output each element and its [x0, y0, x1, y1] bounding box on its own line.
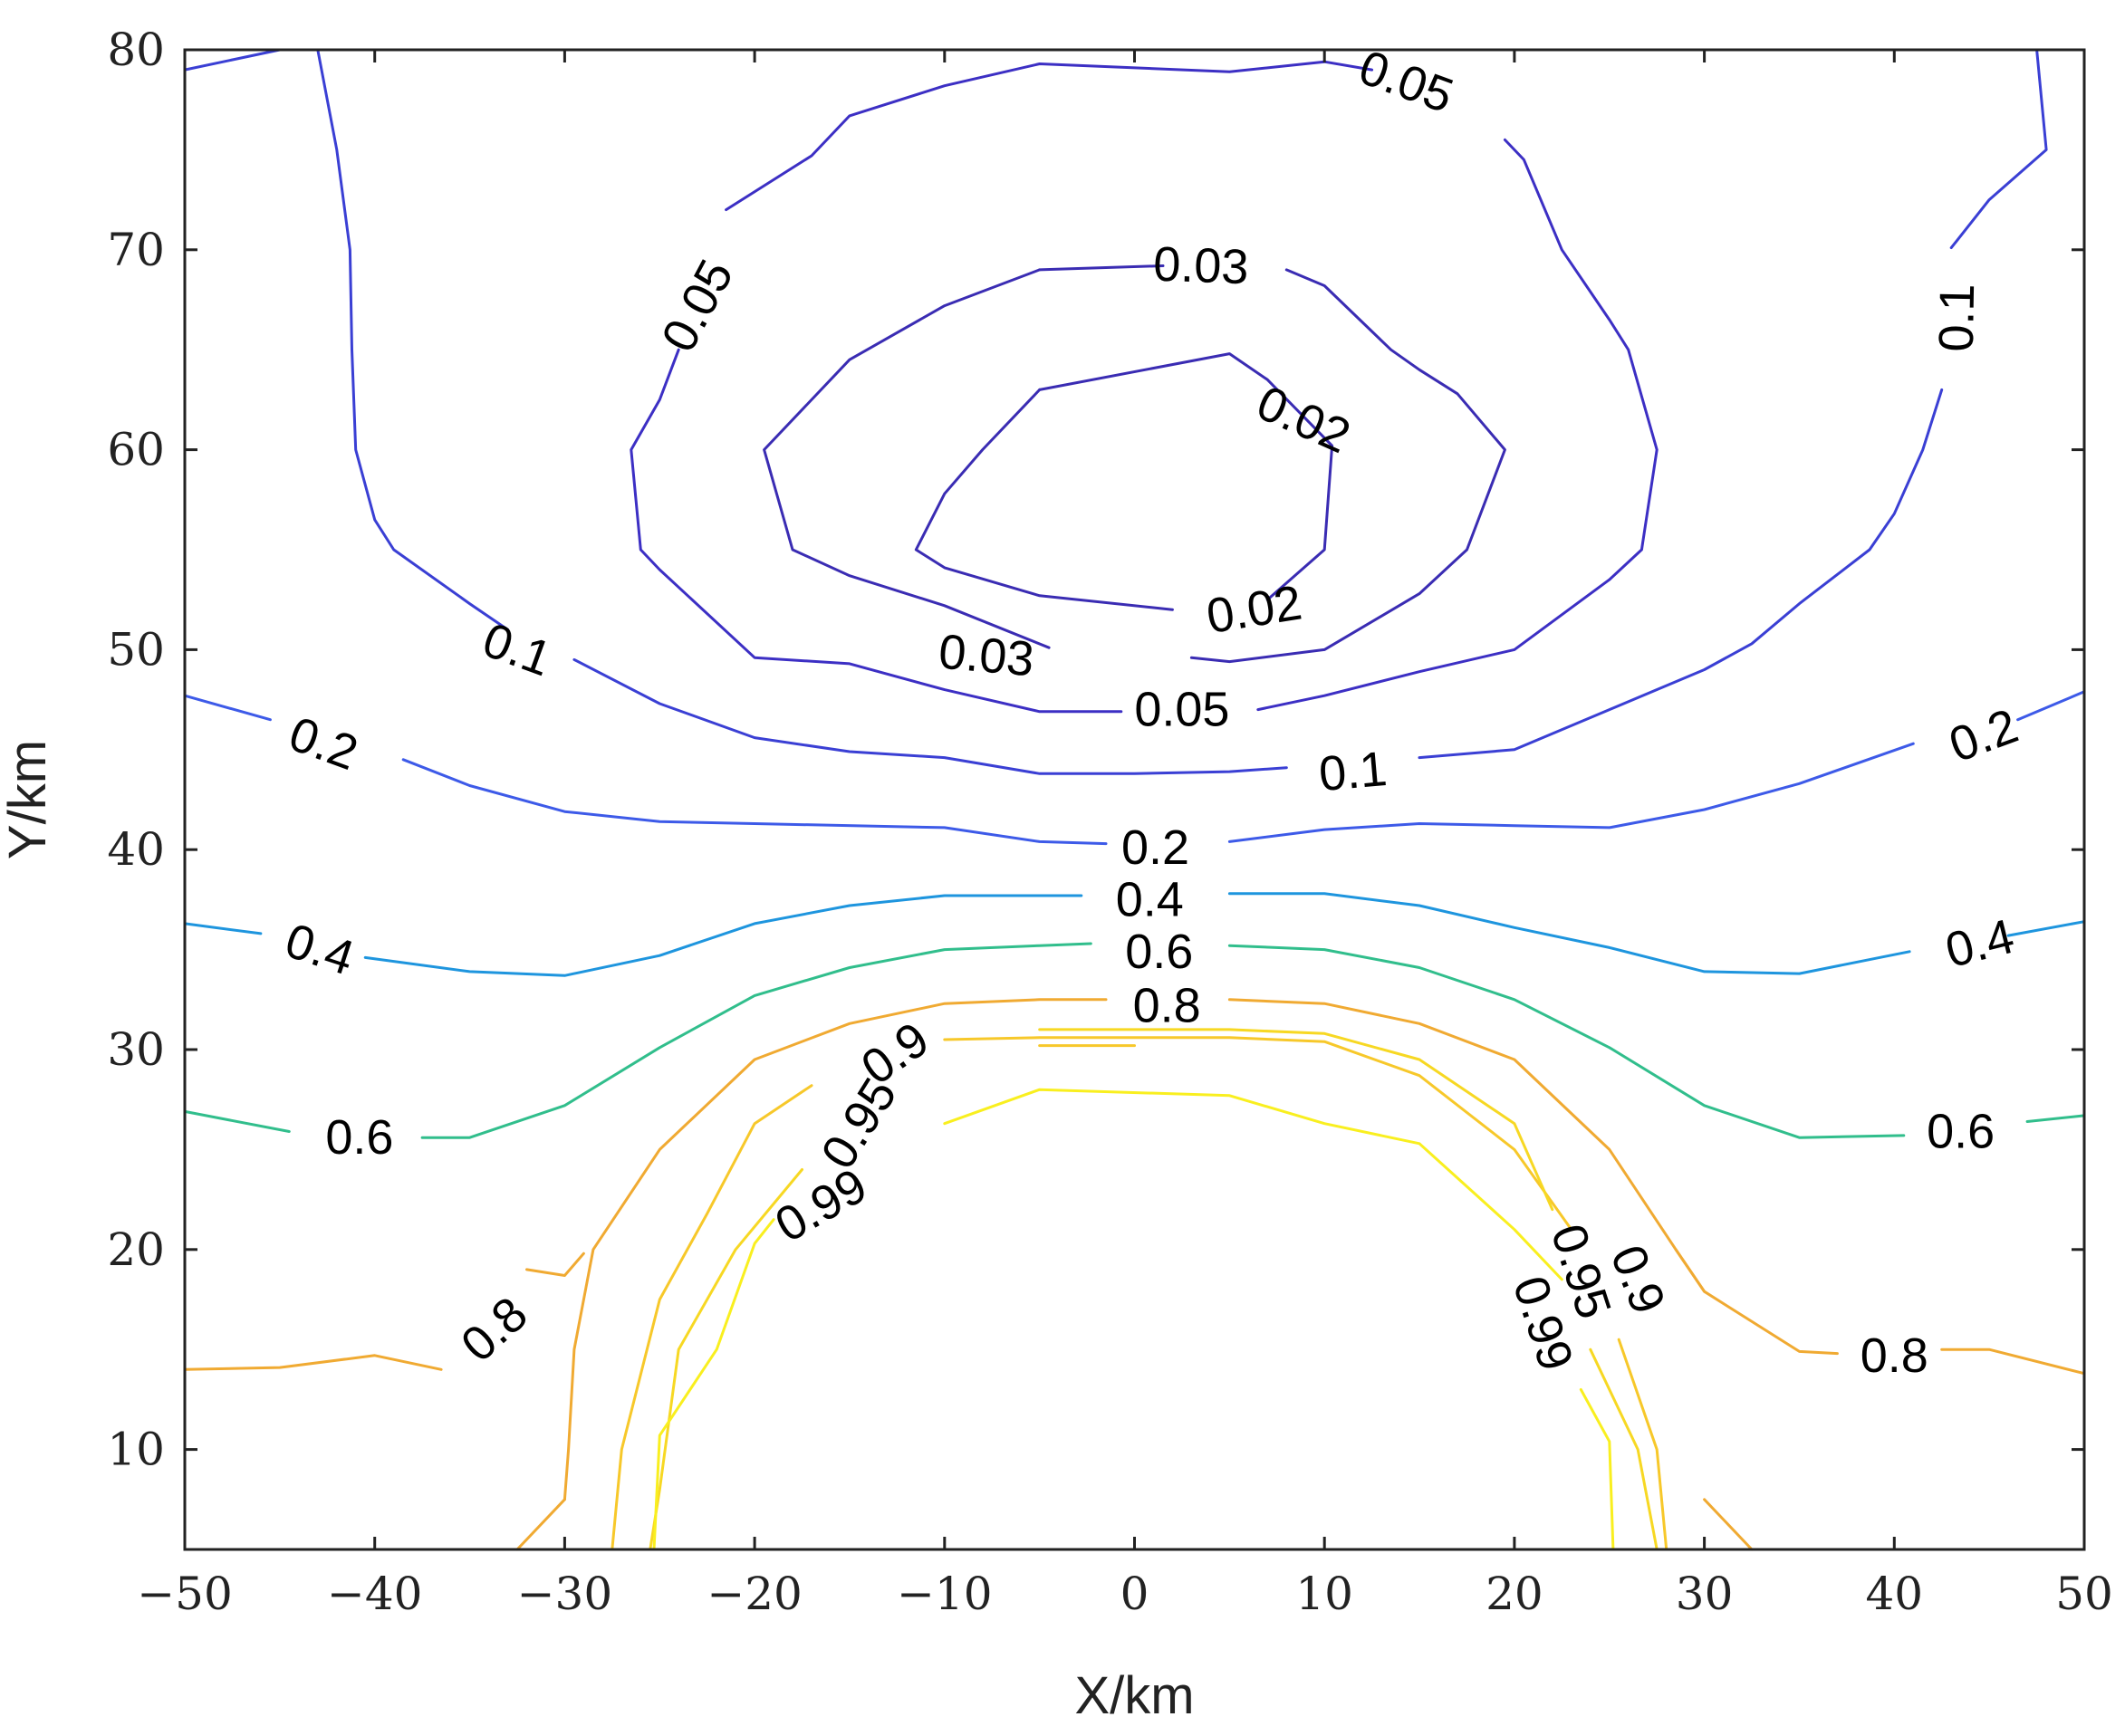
contour-line-0-99 — [1579, 1387, 1615, 1551]
contour-line-0-2 — [401, 758, 1108, 846]
contour-line-0-05 — [630, 348, 1123, 714]
contour-label-0-02: 0.02 — [1249, 376, 1358, 465]
contour-line-0-8 — [1940, 1348, 2086, 1376]
contour-label-0-2: 0.2 — [1942, 698, 2024, 772]
contour-line-0-1 — [316, 48, 509, 631]
x-tick-label: 10 — [1295, 1568, 1353, 1620]
contour-line-0-2 — [2016, 690, 2086, 722]
contour-line-0-6 — [1227, 944, 1906, 1139]
contour-line-0-8 — [515, 1498, 566, 1551]
x-tick-label: −30 — [517, 1568, 613, 1620]
contour-line-0-4 — [183, 922, 263, 935]
x-tick-label: −40 — [327, 1568, 423, 1620]
contour-label-0-1: 0.1 — [1929, 283, 1985, 352]
contour-line-0-03 — [763, 268, 1051, 649]
x-tick-label: 30 — [1676, 1568, 1734, 1620]
contour-line-0-4 — [2006, 920, 2086, 937]
contour-label-0-2: 0.2 — [283, 706, 365, 781]
y-tick-label: 20 — [107, 1223, 165, 1276]
x-tick-label: −10 — [897, 1568, 993, 1620]
contour-line-0-6 — [420, 942, 1092, 1139]
x-tick-label: −20 — [707, 1568, 803, 1620]
contour-label-0-8: 0.8 — [1133, 978, 1201, 1032]
contour-label-0-02: 0.02 — [1203, 575, 1305, 644]
contour-line-0-03 — [1189, 268, 1506, 664]
contour-line-0-05 — [725, 60, 1374, 212]
contour-label-0-03: 0.03 — [937, 625, 1036, 687]
contour-label-0-4: 0.4 — [1116, 872, 1184, 926]
x-tick-label: 0 — [1120, 1568, 1149, 1620]
y-tick-label: 30 — [107, 1023, 165, 1076]
x-tick-label: 50 — [2055, 1568, 2113, 1620]
y-tick-label: 60 — [107, 424, 165, 476]
contour-line-0-6 — [183, 1109, 291, 1133]
contour-line-0-9 — [943, 1036, 1573, 1232]
contour-label-0-4: 0.4 — [279, 913, 361, 985]
x-tick-label: −50 — [137, 1568, 233, 1620]
contour-line-0-05 — [1256, 138, 1659, 712]
y-tick-label: 80 — [107, 24, 165, 76]
contour-lines — [183, 48, 2086, 1551]
contour-line-0-8 — [1703, 1498, 1754, 1551]
contour-line-0-1 — [1418, 388, 1944, 760]
x-tick-label: 20 — [1486, 1568, 1543, 1620]
contour-line-0-2 — [1227, 742, 1915, 843]
contour-line-0-02 — [914, 388, 1174, 611]
contour-label-0-8: 0.8 — [1861, 1328, 1928, 1383]
contour-line-0-8 — [1674, 1248, 1707, 1293]
y-tick-label: 70 — [107, 224, 165, 276]
contour-label-0-8: 0.8 — [451, 1287, 538, 1373]
contour-label-0-2: 0.2 — [1121, 820, 1189, 875]
contour-labels: 0.02 0.02 0.03 0.03 0.05 0.05 0.05 0.1 0.1 0.1 0.2… — [279, 40, 2024, 1383]
contour-label-0-6: 0.6 — [1927, 1105, 1995, 1159]
contour-label-0-05: 0.05 — [1134, 683, 1229, 737]
contour-label-0-05: 0.05 — [651, 251, 744, 360]
contour-line-0-03 — [1038, 264, 1165, 272]
contour-label-0-1: 0.1 — [476, 612, 558, 686]
contour-line-0-9 — [611, 1084, 813, 1551]
contour-line-0-4 — [1227, 892, 1911, 975]
contour-line-0-8 — [183, 1354, 443, 1371]
contour-label-0-03: 0.03 — [1152, 237, 1249, 295]
contour-line-0-6 — [2025, 1114, 2086, 1123]
contour-line-0-95 — [1038, 1028, 1554, 1212]
contour-line-0-8 — [525, 1252, 585, 1277]
contour-line-0-02 — [1038, 352, 1334, 601]
contour-line-0-99 — [943, 1088, 1563, 1281]
contour-line-0-4 — [363, 894, 1083, 977]
axis-ticks: −50 −40 −30 −20 −10 0 10 20 30 40 50 10 20 30 40 50 60 70… — [107, 24, 2112, 1620]
contour-label-0-1: 0.1 — [1317, 742, 1389, 801]
contour-line-0-1 — [1949, 48, 2048, 250]
x-axis-label: X/km — [1074, 1666, 1194, 1725]
contour-label-0-6: 0.6 — [325, 1110, 393, 1165]
y-tick-label: 10 — [107, 1424, 165, 1476]
contour-line-0-95 — [1589, 1348, 1659, 1551]
contour-line-0-1 — [183, 48, 282, 72]
contour-line-0-2 — [183, 694, 272, 722]
contour-label-0-4: 0.4 — [1940, 909, 2019, 978]
contour-label-0-6: 0.6 — [1125, 925, 1193, 979]
y-tick-label: 50 — [107, 623, 165, 676]
contour-label-0-05: 0.05 — [1352, 40, 1460, 123]
contour-line-0-8 — [562, 998, 1108, 1501]
contour-line-0-8 — [1227, 998, 1839, 1356]
y-tick-label: 40 — [107, 823, 165, 876]
contour-line-0-1 — [572, 657, 1288, 775]
x-tick-label: 40 — [1865, 1568, 1923, 1620]
contour-line-0-99 — [652, 1218, 775, 1551]
contour-line-0-9 — [1617, 1338, 1668, 1551]
y-axis-label: Y/km — [0, 740, 57, 859]
